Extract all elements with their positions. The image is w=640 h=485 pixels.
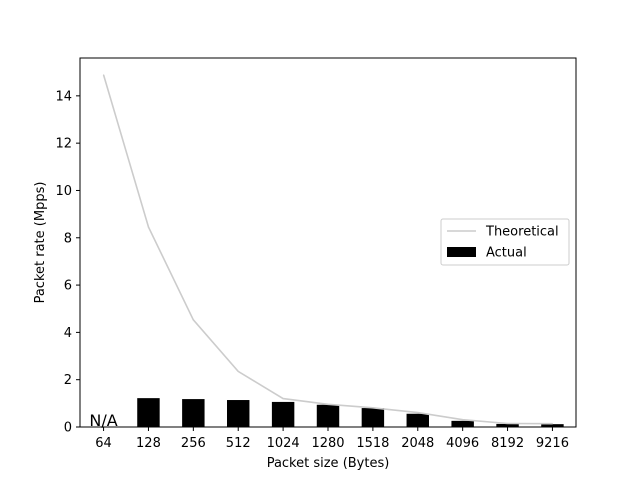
x-tick-label-128: 128: [136, 436, 161, 451]
theoretical-point-4096: [462, 419, 464, 421]
theoretical-point-512: [237, 370, 239, 373]
bar-actual-4096: [451, 420, 474, 427]
annotation-n-a: N/A: [89, 411, 117, 430]
theoretical-point-1280: [327, 403, 329, 405]
theoretical-point-64: [102, 74, 105, 76]
theoretical-point-9216: [551, 423, 554, 425]
theoretical-point-1518: [372, 407, 374, 409]
y-tick-label-4: 4: [64, 326, 72, 341]
theoretical-point-2048: [417, 411, 419, 414]
x-tick-label-8192: 8192: [491, 436, 524, 451]
x-tick-label-1518: 1518: [356, 436, 389, 451]
x-tick-label-4096: 4096: [446, 436, 479, 451]
x-tick-label-256: 256: [181, 436, 206, 451]
legend-label-theoretical: Theoretical: [485, 225, 559, 240]
bar-actual-8192: [496, 423, 519, 427]
bar-actual-256: [182, 399, 205, 427]
bar-actual-1280: [316, 404, 340, 427]
x-tick-label-1280: 1280: [311, 436, 344, 451]
bar-actual-128: [137, 398, 160, 427]
bar-actual-9216: [541, 424, 564, 427]
actual-bars: [137, 398, 564, 427]
y-axis-label: Packet rate (Mpps): [33, 182, 48, 304]
theoretical-point-256: [192, 319, 194, 321]
bar-actual-2048: [406, 413, 429, 427]
y-tick-label-14: 14: [55, 89, 72, 104]
bar-actual-1024: [271, 401, 295, 427]
y-axis: 0 2 4 6 8 10 12 14: [55, 89, 80, 436]
annotations: N/A: [89, 411, 117, 430]
y-tick-label-12: 12: [55, 137, 72, 152]
y-tick-label-8: 8: [64, 231, 72, 246]
theoretical-line-layer: [102, 74, 554, 425]
theoretical-point-8192: [506, 422, 509, 425]
x-tick-label-9216: 9216: [536, 436, 569, 451]
y-tick-label-6: 6: [64, 279, 72, 294]
y-tick-label-0: 0: [64, 421, 72, 436]
legend: Theoretical Actual: [440, 218, 570, 266]
x-tick-label-2048: 2048: [401, 436, 434, 451]
y-tick-label-2: 2: [64, 373, 72, 388]
y-tick-label-10: 10: [55, 184, 72, 199]
theoretical-point-1024: [282, 398, 284, 400]
x-tick-label-64: 64: [95, 436, 112, 451]
bar-actual-1518: [361, 408, 385, 427]
x-axis-label: Packet size (Bytes): [267, 456, 390, 471]
bar-actual-512: [227, 400, 250, 427]
x-tick-label-1024: 1024: [267, 436, 300, 451]
x-tick-label-512: 512: [226, 436, 251, 451]
legend-label-actual: Actual: [486, 246, 527, 261]
x-axis: 64 128 256 512 1024 1280 1518 2048 4096 8192 9216: [95, 427, 569, 451]
legend-swatch-actual: [447, 247, 476, 257]
theoretical-point-128: [147, 226, 150, 228]
